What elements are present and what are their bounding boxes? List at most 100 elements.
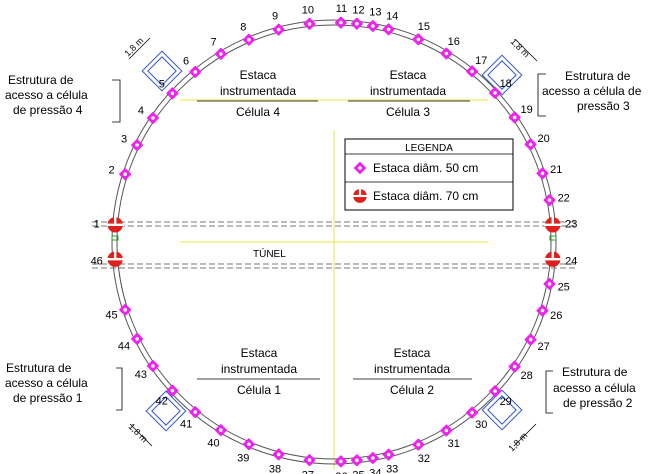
pile-50cm-icon: [382, 448, 395, 461]
cell-label-1: Estaca instrumentada Célula 1: [197, 346, 320, 397]
pile-number-label: 12: [352, 4, 364, 16]
svg-text:Estaca: Estaca: [394, 346, 431, 360]
pile-50cm-icon: [543, 277, 556, 290]
pile-number-label: 17: [475, 55, 487, 67]
pile-number-label: 44: [118, 340, 130, 352]
tunnel-label: TÚNEL: [253, 247, 286, 260]
access-structure-box-2: [481, 389, 523, 431]
pile-number-label: 21: [550, 164, 562, 176]
dimension-1-8m-3: 1,8 m: [509, 36, 538, 62]
tunnel: TÚNEL: [92, 221, 576, 269]
pile-number-label: 41: [180, 418, 192, 430]
pile-50cm-icon: [440, 424, 453, 437]
pile-number-label: 29: [500, 396, 512, 408]
pile-number-label: 33: [386, 464, 398, 474]
ring-outer: [111, 19, 557, 465]
pile-number-label: 6: [183, 56, 189, 68]
svg-text:instrumentada: instrumentada: [221, 362, 297, 376]
pile-number-label: 30: [475, 419, 487, 431]
pile-50cm-icon: [146, 112, 159, 124]
pile-50cm-icon: [272, 448, 285, 461]
pile-50cm-icon: [303, 17, 316, 30]
access-label-3: Estrutura de acesso a célula de pressão …: [537, 69, 642, 117]
svg-text:1,8 m: 1,8 m: [509, 36, 532, 59]
pile-50cm-icon: [466, 406, 479, 419]
pile-50cm-icon: [303, 454, 316, 467]
pile-number-label: 9: [272, 11, 278, 23]
dimension-1-8m-2: 1,8 m: [506, 423, 537, 453]
pile-number-label: 23: [565, 218, 577, 230]
pile-number-label: 43: [135, 369, 147, 381]
pile-50cm-icon: [508, 111, 521, 124]
pile-number-label: 32: [418, 453, 430, 465]
pile-number-label: 19: [520, 104, 532, 116]
pile-number-label: 15: [418, 21, 430, 33]
pile-50cm-icon: [440, 47, 453, 60]
pile-50cm-icon: [189, 65, 202, 78]
pile-number-label: 36: [335, 471, 347, 474]
svg-text:pressão 3: pressão 3: [577, 99, 630, 113]
pile-70cm-icon: [543, 216, 562, 233]
pile-number-label: 20: [537, 133, 549, 145]
pile-50cm-icon: [366, 20, 379, 32]
legend: LEGENDA Estaca diâm. 50 cm Estaca diâm. …: [344, 138, 514, 211]
access-structure-box-4: [141, 50, 183, 92]
ring-inner: [116, 24, 552, 460]
pile-number-label: 4: [138, 105, 144, 117]
pile-number-label: 25: [558, 282, 570, 294]
pile-number-label: 28: [520, 370, 532, 382]
pile-number-label: 39: [237, 453, 249, 465]
svg-text:acesso a célula: acesso a célula: [553, 381, 636, 395]
access-label-2: Estrutura de acesso a célula de pressão …: [545, 365, 636, 414]
pile-50cm-icon: [543, 194, 556, 207]
pile-number-label: 13: [369, 7, 381, 19]
svg-text:instrumentada: instrumentada: [370, 84, 446, 98]
svg-text:instrumentada: instrumentada: [374, 362, 450, 376]
pile-number-label: 7: [210, 36, 216, 48]
pile-number-label: 3: [121, 134, 127, 146]
pile-number-label: 10: [302, 5, 314, 17]
pile-number-label: 18: [500, 78, 512, 90]
pile-number-label: 26: [550, 310, 562, 322]
svg-text:Estrutura de: Estrutura de: [8, 73, 74, 87]
svg-text:Célula 2: Célula 2: [390, 383, 434, 397]
svg-text:Célula 4: Célula 4: [236, 105, 280, 119]
svg-text:Estaca: Estaca: [390, 68, 427, 82]
pile-number-label: 1: [94, 218, 100, 230]
access-structure-box-1: [145, 390, 187, 432]
legend-label-70cm: Estaca diâm. 70 cm: [373, 189, 478, 203]
svg-text:Estaca: Estaca: [241, 346, 278, 360]
pile-number-label: 22: [558, 192, 570, 204]
svg-text:Estrutura de: Estrutura de: [565, 69, 631, 83]
svg-text:acesso a célula: acesso a célula: [5, 376, 88, 390]
pile-number-label: 34: [369, 467, 381, 474]
cell-label-2: Estaca instrumentada Célula 2: [353, 346, 472, 397]
pile-number-label: 40: [207, 438, 219, 450]
dimension-1-8m-4: 1,8 m: [122, 35, 151, 60]
pile-number-label: 27: [537, 341, 549, 353]
pile-50cm-icon: [366, 452, 379, 464]
pile-50cm-icon: [146, 360, 159, 372]
pile-50cm-icon: [350, 454, 363, 467]
pile-50cm-icon: [334, 455, 347, 468]
svg-text:de pressão 1: de pressão 1: [13, 391, 83, 405]
svg-text:Célula 1: Célula 1: [237, 383, 281, 397]
svg-text:de pressão 2: de pressão 2: [563, 396, 633, 410]
legend-label-50cm: Estaca diâm. 50 cm: [373, 161, 478, 175]
pile-number-label: 46: [91, 256, 103, 268]
pile-number-label: 37: [302, 470, 314, 474]
pile-number-label: 16: [448, 36, 460, 48]
svg-text:Célula 3: Célula 3: [386, 105, 430, 119]
svg-text:instrumentada: instrumentada: [220, 84, 296, 98]
pile-number-label: 38: [269, 463, 281, 474]
svg-text:Estrutura de: Estrutura de: [6, 361, 72, 375]
pile-70cm-icon: [106, 216, 125, 233]
pile-number-label: 5: [159, 79, 165, 91]
pile-number-label: 42: [156, 395, 168, 407]
access-structure-box-3: [481, 54, 523, 96]
pile-50cm-icon: [166, 384, 179, 397]
pile-number-label: 14: [386, 10, 398, 22]
pile-50cm-icon: [166, 87, 179, 100]
